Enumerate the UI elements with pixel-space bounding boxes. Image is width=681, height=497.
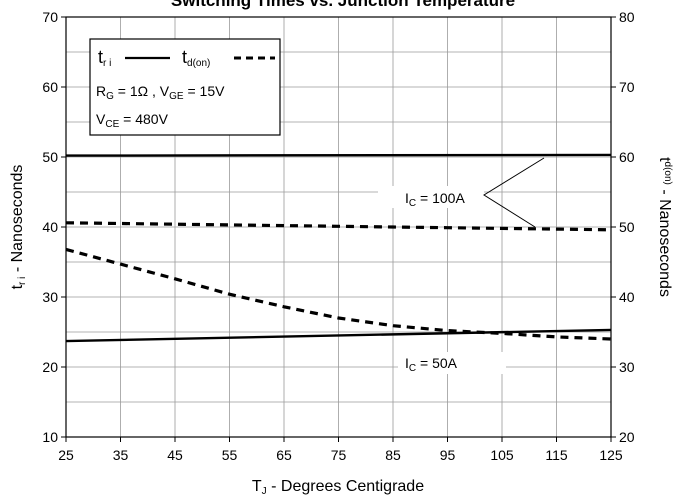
annotation-ic-100a-label: IC = 100A bbox=[405, 190, 465, 209]
y-right-tick-label: 80 bbox=[619, 9, 635, 25]
x-tick-label: 75 bbox=[331, 447, 347, 463]
series-line-tdon-100a bbox=[65, 221, 612, 232]
x-tick-label: 95 bbox=[440, 447, 456, 463]
y-right-tick-label: 40 bbox=[619, 289, 635, 305]
legend-condition-vce: VCE = 480V bbox=[96, 111, 169, 130]
y-right-tick-label: 20 bbox=[619, 429, 635, 445]
annotation-ic-50a: IC = 50A bbox=[398, 352, 506, 374]
annotation-ic-100a: IC = 100A bbox=[378, 157, 545, 228]
left-axis-title: tr i - Nanoseconds bbox=[9, 165, 28, 290]
series-line-tri-100a bbox=[65, 153, 612, 157]
x-tick-label: 115 bbox=[545, 447, 568, 463]
annotation-ic-100a-pointer bbox=[483, 157, 545, 228]
x-tick-label: 45 bbox=[167, 447, 183, 463]
legend-tdon-label: td(on) bbox=[182, 47, 210, 69]
y-left-tick-label: 70 bbox=[42, 9, 58, 25]
y-right-tick-label: 30 bbox=[619, 359, 635, 375]
y-right-tick-label: 50 bbox=[619, 219, 635, 235]
annotation-ic-50a-bg bbox=[398, 352, 506, 374]
y-right-tick-label: 70 bbox=[619, 79, 635, 95]
y-left-tick-label: 10 bbox=[42, 429, 58, 445]
y-left-tick-label: 20 bbox=[42, 359, 58, 375]
right-axis-title: td(on) - Nanoseconds bbox=[656, 157, 673, 297]
data-series bbox=[65, 153, 612, 343]
legend: tr i td(on) RG = 1Ω , VGE = 15V VCE = 48… bbox=[89, 38, 281, 136]
axis-ticks: 25 35 45 55 65 75 85 95 105 115 125 10 20 30 40 50 60 70 2… bbox=[42, 9, 634, 463]
annotation-ic-50a-label: IC = 50A bbox=[405, 355, 458, 374]
legend-tri-label: tr i bbox=[98, 47, 111, 69]
x-tick-label: 65 bbox=[276, 447, 292, 463]
y-right-tick-label: 60 bbox=[619, 149, 635, 165]
plot-frame bbox=[65, 16, 612, 438]
x-tick-label: 55 bbox=[222, 447, 238, 463]
x-axis-title: TJ - Degrees Centigrade bbox=[252, 478, 424, 497]
x-tick-label: 125 bbox=[599, 447, 623, 463]
y-left-tick-label: 30 bbox=[42, 289, 58, 305]
y-left-tick-label: 50 bbox=[42, 149, 58, 165]
annotation-ic-100a-bg bbox=[378, 186, 484, 208]
legend-box bbox=[89, 38, 281, 136]
y-left-tick-label: 40 bbox=[42, 219, 58, 235]
x-tick-label: 25 bbox=[58, 447, 74, 463]
chart-title: Switching Times vs. Junction Temperature bbox=[171, 0, 515, 10]
x-tick-label: 85 bbox=[385, 447, 401, 463]
series-line-tdon-50a bbox=[65, 247, 612, 341]
series-line-tri-50a bbox=[65, 328, 612, 343]
x-tick-label: 35 bbox=[113, 447, 129, 463]
y-left-tick-label: 60 bbox=[42, 79, 58, 95]
x-tick-label: 105 bbox=[490, 447, 514, 463]
legend-condition-rg-vge: RG = 1Ω , VGE = 15V bbox=[96, 83, 225, 102]
